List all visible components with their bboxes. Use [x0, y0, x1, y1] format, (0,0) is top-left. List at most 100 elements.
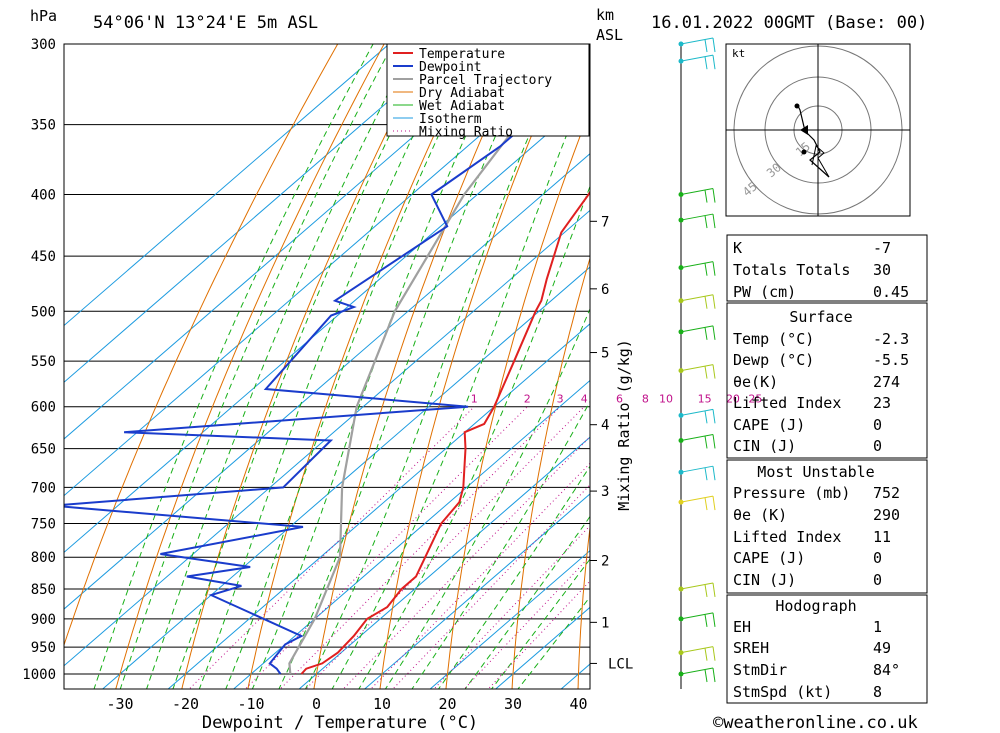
wind-barb-flag2-300 [704, 39, 708, 53]
km-label-6: 6 [601, 282, 609, 298]
mu-value-li: 11 [873, 528, 891, 546]
dry-adiabat [445, 108, 590, 689]
legend-parcel: Parcel Trajectory [419, 73, 552, 88]
surface-value-cin: 0 [873, 437, 882, 455]
wind-barb-shaft-1000 [680, 667, 714, 675]
parcel-trajectory-line [288, 44, 580, 675]
hodograph-unit: kt [732, 47, 745, 60]
wind-barb-shaft-310 [680, 54, 714, 62]
pressure-label-600: 600 [31, 400, 56, 416]
wet-adiabat [490, 558, 590, 689]
index-value-pw: 0.45 [873, 283, 909, 301]
wind-barb-shaft-400 [680, 188, 714, 196]
wind-barb-flag-1000 [712, 667, 716, 683]
surface-value-dewp: -5.5 [873, 351, 909, 369]
legend: Temperature Dewpoint Parcel Trajectory D… [386, 43, 590, 140]
plot-frame [63, 43, 591, 690]
hodograph-plot: kt 15 30 45 [725, 43, 911, 217]
wind-barb-flag-460 [712, 261, 716, 276]
x-axis-label: Dewpoint / Temperature (°C) [202, 713, 478, 733]
wet-adiabat [437, 465, 590, 689]
isotherm--20 [167, 323, 590, 689]
hodograph-table: Hodograph EH 1 SREH 49 StmDir 84° StmSpd… [726, 594, 928, 704]
wind-barb-shaft-610 [680, 408, 714, 416]
wind-barb-flag-850 [712, 582, 716, 598]
wind-barb-flag-640 [712, 434, 716, 449]
mu-value-cape: 0 [873, 549, 882, 567]
wind-barb-flag-680 [712, 466, 716, 481]
surface-label-cin: CIN (J) [733, 437, 796, 455]
km-label-5: 5 [601, 346, 609, 362]
surface-label-temp: Temp (°C) [733, 330, 814, 348]
wind-barb-shaft-640 [680, 433, 714, 441]
index-label-pw: PW (cm) [733, 283, 796, 301]
hodograph-table-title: Hodograph [775, 597, 856, 615]
mixing-ratio-label-10: 10 [659, 393, 673, 406]
pressure-label-400: 400 [31, 188, 56, 204]
wet-adiabat [304, 44, 569, 689]
wind-barb-shaft-420 [680, 213, 714, 221]
pressure-label-750: 750 [31, 516, 56, 532]
wind-barb-flag-400 [712, 188, 716, 203]
asl-label: ASL [596, 26, 623, 44]
mu-label-li: Lifted Index [733, 528, 841, 546]
mu-label-cin: CIN (J) [733, 571, 796, 589]
wind-barb-shaft-490 [680, 294, 714, 302]
mixing-ratio-label-25: 25 [748, 393, 762, 406]
wet-adiabat [517, 596, 590, 689]
wind-barb-flag2-640 [704, 435, 708, 449]
pressure-label-900: 900 [31, 612, 56, 628]
index-label-tt: Totals Totals [733, 261, 850, 279]
pressure-label-950: 950 [31, 640, 56, 656]
lcl-label: LCL [608, 656, 633, 672]
wind-barb-shaft-460 [680, 261, 714, 269]
legend-wet-adiabat: Wet Adiabat [419, 99, 505, 114]
wind-barb-flag-610 [712, 409, 716, 424]
mu-value-thetae: 290 [873, 506, 900, 524]
wind-barb-flag2-960 [704, 648, 708, 661]
temp-tick--10: -10 [237, 695, 264, 713]
isotherm--90 [64, 44, 456, 383]
mixing-ratio-labels: 1 2 3 4 6 8 10 15 20 25 [471, 393, 763, 406]
temp-tick--30: -30 [106, 695, 133, 713]
wind-barb-flag2-400 [704, 189, 708, 203]
legend-box [386, 43, 590, 137]
wet-adiabat [172, 44, 436, 689]
isotherm--10 [232, 379, 590, 689]
wind-barb-shaft-520 [680, 325, 714, 333]
temp-tick-40: 40 [569, 695, 587, 713]
temp-tick-0: 0 [312, 695, 321, 713]
mu-value-cin: 0 [873, 571, 882, 589]
wind-barb-flag2-1000 [704, 669, 708, 683]
wind-barb-shaft-850 [680, 582, 714, 590]
wind-barb-flag-560 [712, 364, 716, 379]
hodo-label-stmdir: StmDir [733, 661, 787, 679]
isotherm--50 [64, 152, 590, 610]
hodo-value-stmdir: 84° [873, 661, 900, 679]
mu-label-pressure: Pressure (mb) [733, 484, 850, 502]
mixing-ratio-label-2: 2 [524, 393, 531, 406]
temperature-line [300, 190, 590, 675]
hodograph-point-low [801, 149, 807, 155]
isotherm--60 [64, 96, 590, 554]
mixing-ratio-lines [188, 406, 590, 689]
indices-panel: K -7 Totals Totals 30 PW (cm) 0.45 [726, 234, 928, 302]
mixing-ratio-line-2 [244, 406, 528, 689]
datetime-title: 16.01.2022 00GMT (Base: 00) [651, 13, 927, 33]
mu-value-pressure: 752 [873, 484, 900, 502]
hodo-label-stmspd: StmSpd (kt) [733, 683, 832, 701]
surface-value-li: 23 [873, 394, 891, 412]
copyright[interactable]: ©weatheronline.co.uk [713, 713, 918, 733]
most-unstable-title: Most Unstable [757, 463, 874, 481]
mixing-ratio-label-20: 20 [726, 393, 740, 406]
hodograph-trace [796, 103, 830, 178]
height-km-axis: 7 6 5 4 3 2 1 LCL [590, 214, 633, 672]
temp-tick-10: 10 [373, 695, 391, 713]
pressure-label-850: 850 [31, 582, 56, 598]
dry-adiabat [313, 44, 524, 689]
hodo-label-sreh: SREH [733, 639, 769, 657]
isotherm-0 [298, 436, 590, 689]
wind-barb-flag2-460 [704, 263, 708, 276]
dry-adiabat [115, 44, 385, 689]
wet-adiabat [146, 44, 415, 689]
